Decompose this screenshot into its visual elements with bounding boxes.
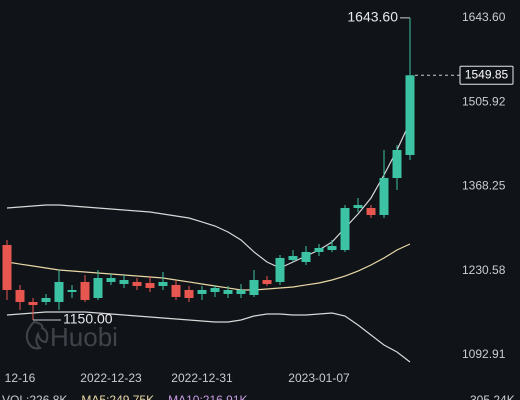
candle-body [106, 277, 116, 282]
candle-body [28, 301, 38, 305]
candle-body [288, 256, 298, 260]
candle-body [93, 277, 103, 299]
candle-body [405, 75, 415, 156]
candle-body [301, 251, 311, 263]
candle-body [132, 281, 142, 287]
candle-body [41, 298, 51, 302]
candle-body [67, 289, 77, 293]
candle-body [262, 280, 272, 284]
y-tick-label: 1230.58 [462, 263, 506, 277]
volume-axis-label: 305.24K [470, 393, 515, 400]
volume-header: MA10:216.91K [168, 393, 247, 400]
candle-body [249, 280, 259, 296]
candle-body [210, 287, 220, 293]
band-line [6, 311, 411, 363]
candle-body [158, 281, 168, 287]
candle-body [353, 205, 363, 209]
x-tick-label: 2022-12-31 [171, 371, 233, 385]
watermark-icon [25, 320, 49, 350]
y-tick-label: 1643.60 [462, 10, 506, 24]
watermark-text: Huobi [50, 322, 118, 352]
candle-body [327, 245, 337, 251]
candle-body [275, 257, 285, 282]
x-tick-label: 12-16 [5, 371, 36, 385]
candle-body [392, 149, 402, 179]
candle-body [119, 280, 129, 284]
volume-header: VOL:226.8K [2, 393, 67, 400]
candle-body [15, 289, 25, 302]
candle-body [223, 289, 233, 294]
x-tick-label: 2022-12-23 [80, 371, 142, 385]
candle-body [314, 247, 324, 252]
candle-body [54, 281, 64, 302]
candle-body [379, 178, 389, 215]
y-tick-label: 1092.91 [462, 347, 506, 361]
candle-body [184, 289, 194, 299]
candle-body [236, 289, 246, 294]
x-tick-label: 2023-01-07 [288, 371, 350, 385]
y-tick-label: 1505.92 [462, 94, 506, 108]
band-line [6, 121, 411, 269]
candle-body [2, 244, 12, 290]
candle-body [340, 208, 350, 251]
band-line [6, 243, 411, 291]
last-price-box [459, 65, 514, 85]
candle-body [80, 281, 90, 300]
watermark: Huobi [25, 320, 118, 352]
candle-body [366, 208, 376, 215]
candle-body [145, 283, 155, 288]
last-price-label: 1549.85 [465, 67, 509, 81]
volume-header: MA5:249.75K [81, 393, 154, 400]
low-annotation: 1150.00 [63, 311, 113, 327]
candle-body [171, 284, 181, 297]
y-tick-label: 1368.25 [462, 179, 506, 193]
candle-body [197, 289, 207, 294]
high-annotation: 1643.60 [347, 9, 398, 25]
